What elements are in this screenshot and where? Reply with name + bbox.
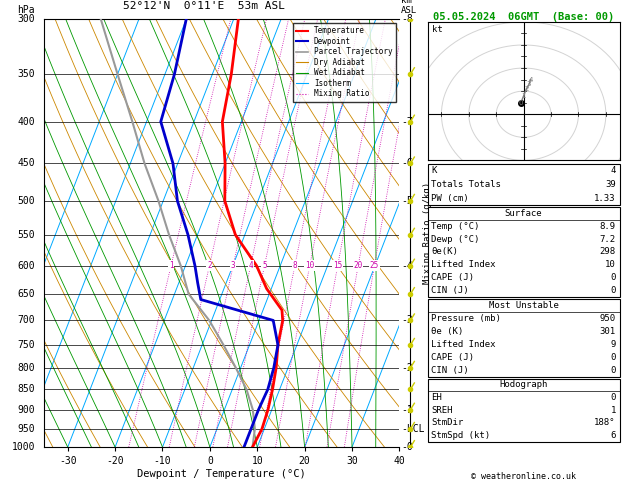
Text: 750: 750 [18, 340, 35, 350]
Text: 5: 5 [262, 261, 267, 270]
Text: Mixing Ratio (g/kg): Mixing Ratio (g/kg) [423, 182, 432, 284]
X-axis label: Dewpoint / Temperature (°C): Dewpoint / Temperature (°C) [137, 469, 306, 479]
Text: Surface: Surface [505, 209, 542, 218]
Text: 05.05.2024  06GMT  (Base: 00): 05.05.2024 06GMT (Base: 00) [433, 12, 615, 22]
Text: θe(K): θe(K) [431, 247, 459, 257]
Text: 10: 10 [305, 261, 314, 270]
Legend: Temperature, Dewpoint, Parcel Trajectory, Dry Adiabat, Wet Adiabat, Isotherm, Mi: Temperature, Dewpoint, Parcel Trajectory… [293, 23, 396, 102]
Text: StmDir: StmDir [431, 418, 464, 427]
Text: 301: 301 [599, 327, 616, 336]
Text: © weatheronline.co.uk: © weatheronline.co.uk [471, 472, 576, 481]
Text: 800: 800 [18, 363, 35, 373]
Text: 8: 8 [292, 261, 297, 270]
Text: 400: 400 [18, 117, 35, 127]
Text: 950: 950 [599, 314, 616, 323]
Text: -6: -6 [401, 158, 413, 169]
Text: CAPE (J): CAPE (J) [431, 353, 474, 362]
Text: 10: 10 [605, 260, 616, 269]
Text: 3: 3 [231, 261, 235, 270]
Text: 2: 2 [207, 261, 212, 270]
Text: 0: 0 [610, 286, 616, 295]
Text: 650: 650 [18, 289, 35, 299]
Text: 500: 500 [18, 196, 35, 206]
Text: 1000: 1000 [12, 442, 35, 452]
Text: CAPE (J): CAPE (J) [431, 273, 474, 282]
Text: Lifted Index: Lifted Index [431, 260, 496, 269]
Text: Temp (°C): Temp (°C) [431, 222, 480, 231]
Text: -3: -3 [401, 315, 413, 326]
Text: 298: 298 [599, 247, 616, 257]
Text: 0: 0 [610, 393, 616, 402]
Text: 600: 600 [18, 260, 35, 271]
Text: kt: kt [431, 25, 442, 34]
Text: CIN (J): CIN (J) [431, 365, 469, 375]
Text: 8.9: 8.9 [599, 222, 616, 231]
Text: K: K [431, 166, 437, 175]
Text: 950: 950 [18, 424, 35, 434]
Text: hPa: hPa [18, 5, 35, 15]
Text: Most Unstable: Most Unstable [489, 301, 559, 310]
Text: 25: 25 [370, 261, 379, 270]
Text: 550: 550 [18, 230, 35, 240]
Text: 188°: 188° [594, 418, 616, 427]
Text: 1: 1 [521, 93, 526, 99]
Text: θe (K): θe (K) [431, 327, 464, 336]
Text: 1.33: 1.33 [594, 194, 616, 203]
Text: -2: -2 [401, 363, 413, 373]
Text: EH: EH [431, 393, 442, 402]
Text: -5: -5 [401, 196, 413, 206]
Text: km
ASL: km ASL [401, 0, 417, 15]
Text: CIN (J): CIN (J) [431, 286, 469, 295]
Text: 20: 20 [353, 261, 363, 270]
Text: 300: 300 [18, 15, 35, 24]
Text: 900: 900 [18, 405, 35, 415]
Text: Hodograph: Hodograph [499, 381, 548, 389]
Text: 0: 0 [610, 353, 616, 362]
Text: 850: 850 [18, 384, 35, 395]
Text: 3: 3 [527, 81, 532, 87]
Text: 6: 6 [610, 431, 616, 440]
Text: SREH: SREH [431, 406, 453, 415]
Text: PW (cm): PW (cm) [431, 194, 469, 203]
Text: 0: 0 [610, 273, 616, 282]
Text: Pressure (mb): Pressure (mb) [431, 314, 501, 323]
Text: 0: 0 [610, 365, 616, 375]
Text: 450: 450 [18, 158, 35, 169]
Text: 4: 4 [528, 77, 533, 83]
Text: 4: 4 [610, 166, 616, 175]
Text: 2: 2 [524, 86, 528, 92]
Text: 7.2: 7.2 [599, 235, 616, 243]
Text: 4: 4 [248, 261, 253, 270]
Text: -7: -7 [401, 117, 413, 127]
Text: 1: 1 [610, 406, 616, 415]
Text: -0: -0 [401, 442, 413, 452]
Text: -4: -4 [401, 260, 413, 271]
Text: 350: 350 [18, 69, 35, 79]
Text: -LCL: -LCL [401, 424, 425, 434]
Text: -8: -8 [401, 15, 413, 24]
Text: Totals Totals: Totals Totals [431, 180, 501, 189]
Text: 0: 0 [519, 100, 523, 105]
Text: StmSpd (kt): StmSpd (kt) [431, 431, 491, 440]
Text: Dewp (°C): Dewp (°C) [431, 235, 480, 243]
Text: -1: -1 [401, 405, 413, 415]
Text: 15: 15 [333, 261, 342, 270]
Text: 9: 9 [610, 340, 616, 349]
Text: 1: 1 [169, 261, 174, 270]
Text: Lifted Index: Lifted Index [431, 340, 496, 349]
Text: 39: 39 [605, 180, 616, 189]
Text: 700: 700 [18, 315, 35, 326]
Text: 52°12'N  0°11'E  53m ASL: 52°12'N 0°11'E 53m ASL [123, 1, 285, 11]
